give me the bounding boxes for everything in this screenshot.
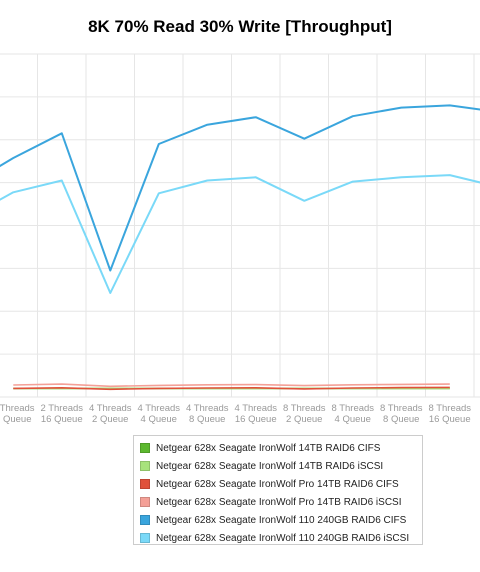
- legend-label: Netgear 628x Seagate IronWolf 14TB RAID6…: [156, 442, 381, 454]
- legend-swatch: [140, 479, 150, 489]
- legend-label: Netgear 628x Seagate IronWolf Pro 14TB R…: [156, 496, 402, 508]
- x-tick-label: 8 Threads 16 Queue: [428, 403, 471, 425]
- x-tick-label: 4 Threads 4 Queue: [137, 403, 180, 425]
- chart-title: 8K 70% Read 30% Write [Throughput]: [88, 17, 392, 36]
- chart-grid: [0, 53, 480, 398]
- legend-swatch: [140, 533, 150, 543]
- x-tick-label: 8 Threads 2 Queue: [283, 403, 326, 425]
- legend-swatch: [140, 443, 150, 453]
- legend-swatch: [140, 515, 150, 525]
- x-tick-label: 4 Threads 8 Queue: [186, 403, 229, 425]
- x-tick-label: 2 Threads 16 Queue: [40, 403, 83, 425]
- chart-legend: Netgear 628x Seagate IronWolf 14TB RAID6…: [133, 435, 423, 545]
- x-tick-label: 8 Threads 8 Queue: [380, 403, 423, 425]
- x-tick-label: 4 Threads 2 Queue: [89, 403, 132, 425]
- series-line-6: [0, 174, 480, 294]
- legend-swatch: [140, 461, 150, 471]
- series-line-3: [13, 386, 450, 391]
- x-tick-label: 8 Threads 4 Queue: [331, 403, 374, 425]
- legend-swatch: [140, 497, 150, 507]
- x-tick-label: 4 Threads 16 Queue: [234, 403, 277, 425]
- legend-label: Netgear 628x Seagate IronWolf 14TB RAID6…: [156, 460, 384, 472]
- legend-item[interactable]: Netgear 628x Seagate IronWolf 110 240GB …: [140, 529, 422, 547]
- legend-label: Netgear 628x Seagate IronWolf 110 240GB …: [156, 514, 407, 526]
- legend-item[interactable]: Netgear 628x Seagate IronWolf 14TB RAID6…: [140, 457, 422, 475]
- legend-item[interactable]: Netgear 628x Seagate IronWolf 110 240GB …: [140, 511, 422, 529]
- series-line-4: [13, 383, 450, 388]
- legend-item[interactable]: Netgear 628x Seagate IronWolf Pro 14TB R…: [140, 493, 422, 511]
- series-line-5: [0, 104, 480, 272]
- chart-series: [0, 104, 480, 391]
- legend-label: Netgear 628x Seagate IronWolf 110 240GB …: [156, 532, 410, 544]
- legend-label: Netgear 628x Seagate IronWolf Pro 14TB R…: [156, 478, 399, 490]
- legend-item[interactable]: Netgear 628x Seagate IronWolf 14TB RAID6…: [140, 439, 422, 457]
- legend-item[interactable]: Netgear 628x Seagate IronWolf Pro 14TB R…: [140, 475, 422, 493]
